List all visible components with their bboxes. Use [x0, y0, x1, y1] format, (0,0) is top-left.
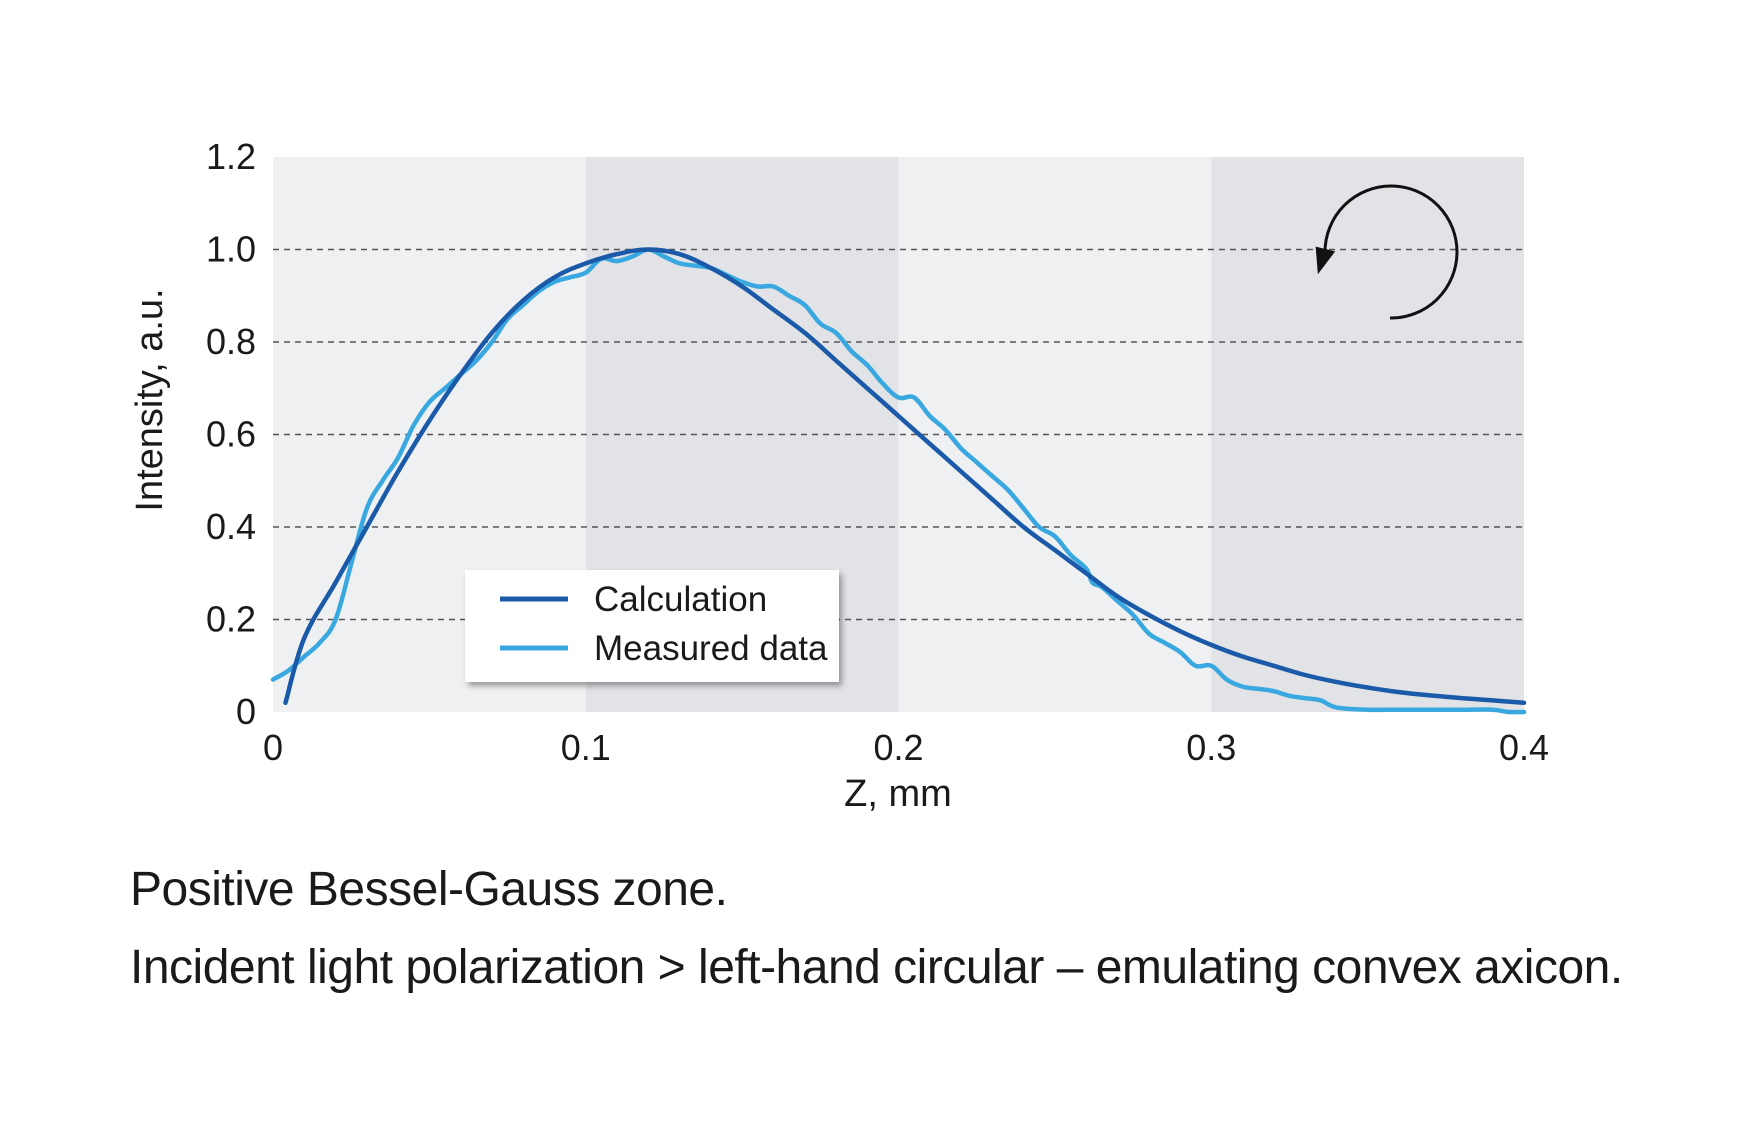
y-tick-label: 0.2: [206, 599, 256, 640]
x-tick-label: 0.3: [1186, 727, 1236, 768]
x-tick-label: 0.4: [1499, 727, 1549, 768]
legend-label-measured: Measured data: [594, 629, 828, 668]
caption-line-2: Incident light polarization > left-hand …: [130, 941, 1623, 994]
y-tick-label: 0: [236, 691, 256, 732]
series-lines: [270, 247, 1527, 715]
y-axis-title: Intensity, a.u.: [129, 288, 171, 511]
legend-box: [465, 570, 839, 682]
x-tick-label: 0.1: [561, 727, 611, 768]
y-tick-label: 0.6: [206, 414, 256, 455]
y-tick-label: 0.8: [206, 321, 256, 362]
caption-line-1: Positive Bessel-Gauss zone.: [130, 863, 728, 916]
y-axis-ticks: 0 0.2 0.4 0.6 0.8 1.0 1.2: [206, 136, 256, 732]
series-line-calculation: [283, 247, 1527, 706]
y-tick-label: 0.4: [206, 506, 256, 547]
y-tick-label: 1.0: [206, 229, 256, 270]
y-tick-label: 1.2: [206, 136, 256, 177]
series-line-measured: [270, 247, 1527, 715]
x-axis-title: Z, mm: [844, 773, 952, 815]
circular-arrow-icon: [1315, 184, 1459, 320]
chart: 0 0.2 0.4 0.6 0.8 1.0 1.2 0 0.1 0.2 0.3 0.4 Intens…: [129, 136, 1549, 815]
x-tick-label: 0: [263, 727, 283, 768]
x-axis-ticks: 0 0.1 0.2 0.3 0.4: [263, 727, 1549, 768]
legend: Calculation Measured data: [465, 570, 839, 682]
legend-label-calculation: Calculation: [594, 580, 767, 619]
x-tick-label: 0.2: [873, 727, 923, 768]
